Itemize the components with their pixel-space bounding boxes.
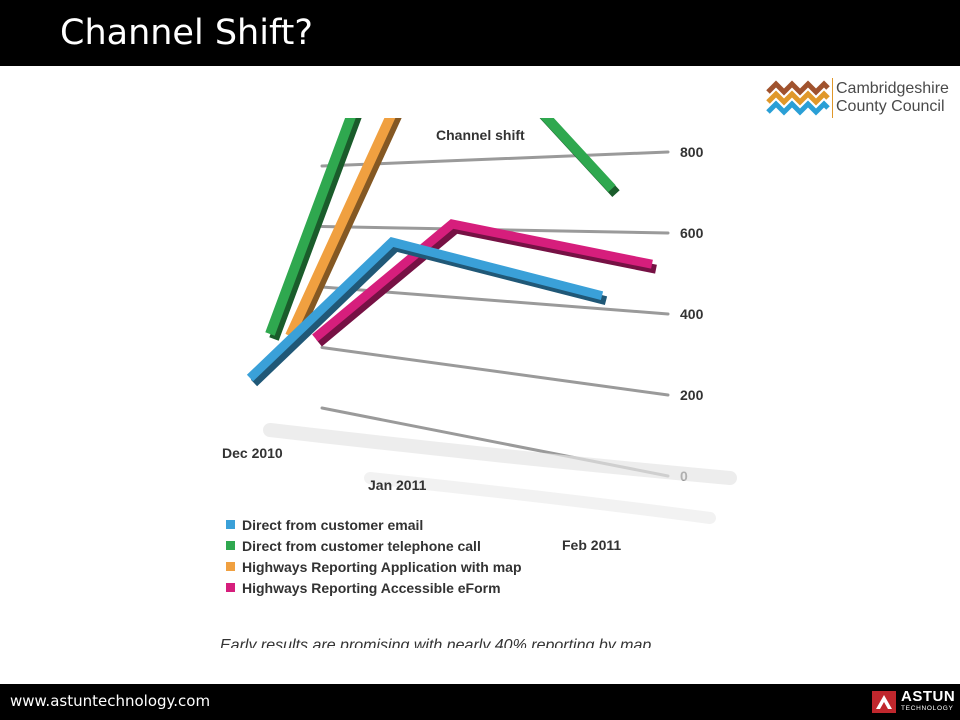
footer-url[interactable]: www.astuntechnology.com	[10, 692, 211, 710]
legend-label: Direct from customer telephone call	[242, 538, 481, 554]
y-tick-label: 600	[680, 225, 704, 241]
legend-swatch	[226, 520, 235, 529]
chart-shadow	[364, 472, 716, 524]
slide-title: Channel Shift?	[60, 13, 313, 53]
y-tick-label: 200	[680, 387, 704, 403]
title-bar: Channel Shift?	[0, 0, 960, 66]
legend-swatch	[226, 562, 235, 571]
x-category-label: Jan 2011	[368, 477, 427, 493]
x-category-label: Dec 2010	[222, 445, 283, 461]
series-line-shadow	[289, 118, 402, 344]
legend-swatch	[226, 541, 235, 550]
chart-shadow	[263, 423, 737, 485]
wave-mark-icon	[766, 80, 830, 116]
x-category-label: Feb 2011	[562, 537, 621, 553]
astun-subtitle: TECHNOLOGY	[901, 705, 954, 712]
chart-caption: Early results are promising with nearly …	[220, 637, 651, 648]
astun-mark-icon	[872, 691, 896, 713]
council-name-line2: County Council	[836, 98, 945, 115]
y-tick-label: 400	[680, 306, 704, 322]
legend-label: Highways Reporting Application with map	[242, 559, 522, 575]
astun-name: ASTUN	[901, 688, 956, 705]
legend-label: Direct from customer email	[242, 517, 423, 533]
chart-title: Channel shift	[436, 127, 525, 143]
council-divider	[832, 78, 833, 118]
y-tick-label: 800	[680, 144, 704, 160]
series-line	[285, 118, 396, 339]
astun-logo: ASTUN TECHNOLOGY	[872, 688, 958, 716]
legend-label: Highways Reporting Accessible eForm	[242, 580, 501, 596]
series-line-shadow	[316, 224, 657, 347]
legend-swatch	[226, 583, 235, 592]
council-name-line1: Cambridgeshire	[836, 80, 949, 97]
council-logo: Cambridgeshire County Council	[764, 76, 950, 122]
footer-bar: www.astuntechnology.com ASTUN TECHNOLOGY	[0, 684, 960, 720]
series-line	[265, 118, 616, 336]
grid-line	[320, 346, 670, 397]
